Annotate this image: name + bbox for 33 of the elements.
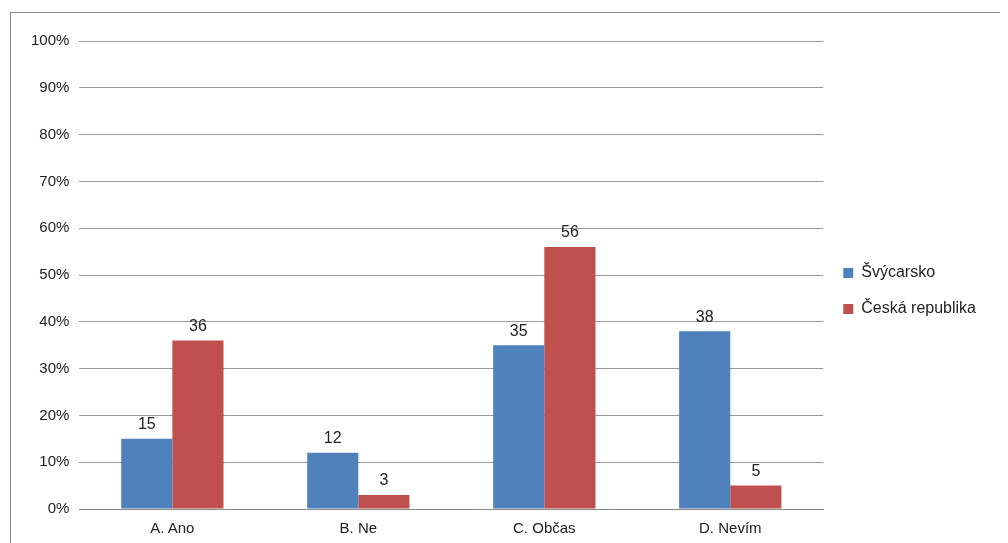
x-tick-label: C. Občas [513,519,576,537]
bar [172,340,224,509]
data-label: 12 [323,429,342,447]
bar [307,452,359,509]
x-tick-label: A. Ano [150,519,195,537]
data-label: 38 [695,307,714,325]
bar [544,246,596,509]
y-tick-label: 30% [39,358,70,376]
bar [730,485,782,509]
bar [121,438,173,509]
y-tick-label: 80% [39,124,70,142]
y-tick-label: 0% [47,499,70,517]
data-label: 3 [379,471,389,489]
data-label: 5 [751,462,761,480]
bar [358,494,410,509]
x-tick-label: B. Ne [339,519,378,537]
y-tick-label: 50% [39,265,70,283]
x-tick-label: D. Nevím [699,519,762,537]
y-tick-label: 60% [39,218,70,236]
bar [493,345,545,509]
y-tick-label: 10% [39,452,70,470]
legend-label: Švýcarsko [861,262,936,281]
y-tick-label: 20% [39,405,70,423]
y-tick-label: 100% [30,31,70,49]
y-tick-label: 40% [39,311,70,329]
bar [679,331,731,509]
legend-label: Česká republika [861,298,977,317]
data-label: 15 [137,415,156,433]
data-label: 56 [560,223,579,241]
data-label: 35 [509,321,528,339]
data-label: 36 [189,316,207,334]
y-tick-label: 70% [39,171,70,189]
y-tick-label: 90% [39,77,70,95]
